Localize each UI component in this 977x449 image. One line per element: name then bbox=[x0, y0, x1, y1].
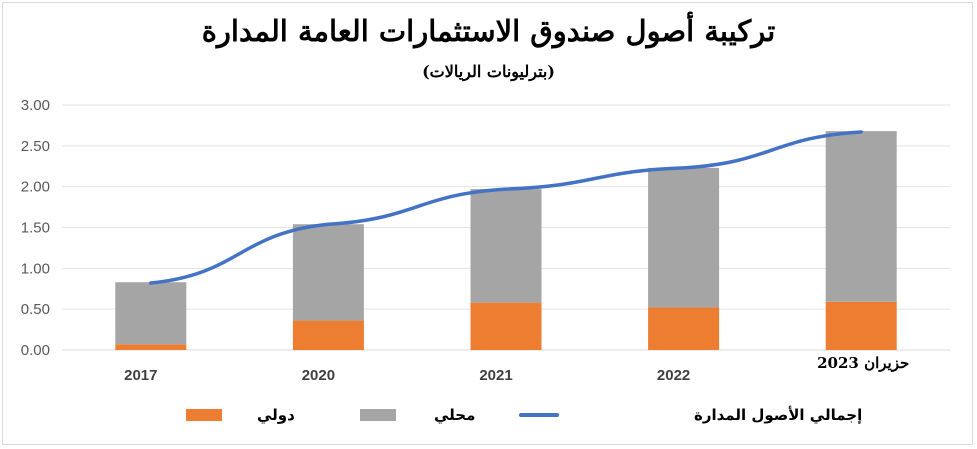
legend-swatch-local bbox=[360, 409, 396, 421]
legend-swatch-international bbox=[186, 409, 222, 421]
y-tick-label: 2.50 bbox=[21, 138, 50, 155]
chart-subtitle: (بترليونات الريالات) bbox=[422, 62, 555, 81]
y-tick-label: 0.00 bbox=[21, 342, 50, 359]
bar-international bbox=[648, 307, 720, 350]
bar-local bbox=[115, 282, 187, 345]
y-tick-label: 0.50 bbox=[21, 301, 50, 318]
total-line bbox=[149, 130, 863, 285]
y-tick-label: 1.00 bbox=[21, 260, 50, 277]
legend-label: دولي bbox=[257, 406, 295, 424]
bar-international bbox=[825, 301, 897, 350]
x-tick-label: 2022 bbox=[657, 367, 690, 384]
y-tick-label: 2.00 bbox=[21, 179, 50, 196]
bar-international bbox=[115, 344, 187, 350]
y-tick-label: 1.50 bbox=[21, 220, 50, 237]
y-tick-label: 3.00 bbox=[21, 97, 50, 114]
x-tick-label: 2017 bbox=[124, 367, 157, 384]
legend-label: إجمالي الأصول المدارة bbox=[694, 406, 862, 424]
chart-title: تركيبة أصول صندوق الاستثمارات العامة الم… bbox=[201, 14, 776, 48]
bar-local bbox=[825, 131, 897, 302]
legend-label: محلي bbox=[434, 406, 475, 424]
bar-international bbox=[292, 320, 364, 350]
bar-local bbox=[648, 167, 720, 308]
bar-local bbox=[470, 189, 542, 303]
bar-local bbox=[292, 224, 364, 321]
x-tick-label: حزيران 2023 bbox=[817, 354, 909, 372]
bar-international bbox=[470, 302, 542, 350]
x-tick-label: 2020 bbox=[302, 367, 335, 384]
x-tick-label: 2021 bbox=[479, 367, 512, 384]
